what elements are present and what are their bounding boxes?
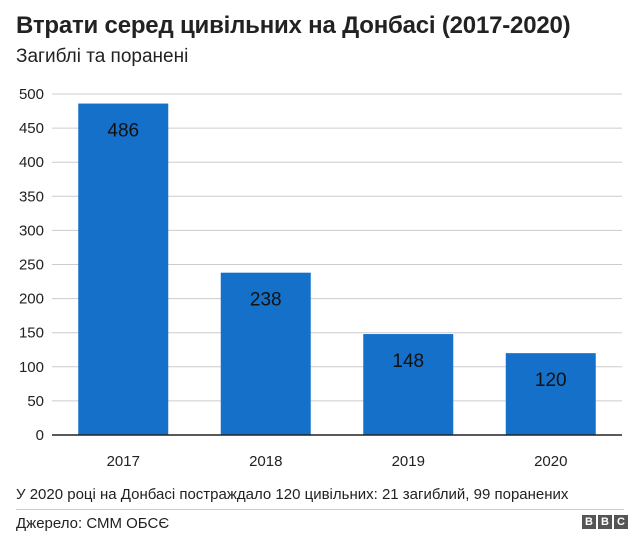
bar-value-label: 486	[107, 121, 139, 142]
x-tick-label: 2017	[107, 453, 140, 470]
bbc-logo-letter: B	[582, 515, 596, 529]
bar	[505, 353, 596, 435]
x-tick-label: 2018	[249, 453, 282, 470]
footnote: У 2020 році на Донбасі постраждало 120 ц…	[16, 486, 569, 503]
y-tick-label: 500	[19, 86, 44, 103]
y-tick-label: 400	[19, 154, 44, 171]
bar-value-label: 120	[535, 370, 567, 391]
y-tick-label: 450	[19, 120, 44, 137]
y-tick-label: 0	[36, 427, 44, 444]
y-tick-label: 300	[19, 222, 44, 239]
source-text: Джерело: СММ ОБСЄ	[16, 515, 170, 532]
x-tick-label: 2020	[534, 453, 567, 470]
y-tick-label: 250	[19, 257, 44, 274]
y-tick-label: 150	[19, 325, 44, 342]
bar-value-label: 238	[250, 290, 282, 311]
bbc-logo-letter: C	[614, 515, 628, 529]
footer-divider	[16, 509, 624, 510]
y-tick-label: 200	[19, 291, 44, 308]
bar	[363, 334, 454, 435]
y-tick-label: 350	[19, 188, 44, 205]
chart-title: Втрати серед цивільних на Донбасі (2017-…	[16, 12, 571, 39]
bbc-logo-letter: B	[598, 515, 612, 529]
bar	[78, 103, 169, 435]
bar-chart: 0 50 100 150 200 250 300 350 400 450 500 486 2017 238…	[19, 86, 622, 470]
bbc-logo: B B C	[582, 515, 628, 529]
bar	[220, 272, 311, 435]
y-tick-label: 100	[19, 359, 44, 376]
y-tick-label: 50	[27, 393, 44, 410]
chart-subtitle: Загиблі та поранені	[16, 46, 189, 67]
bar-value-label: 148	[392, 351, 424, 372]
x-tick-label: 2019	[392, 453, 425, 470]
